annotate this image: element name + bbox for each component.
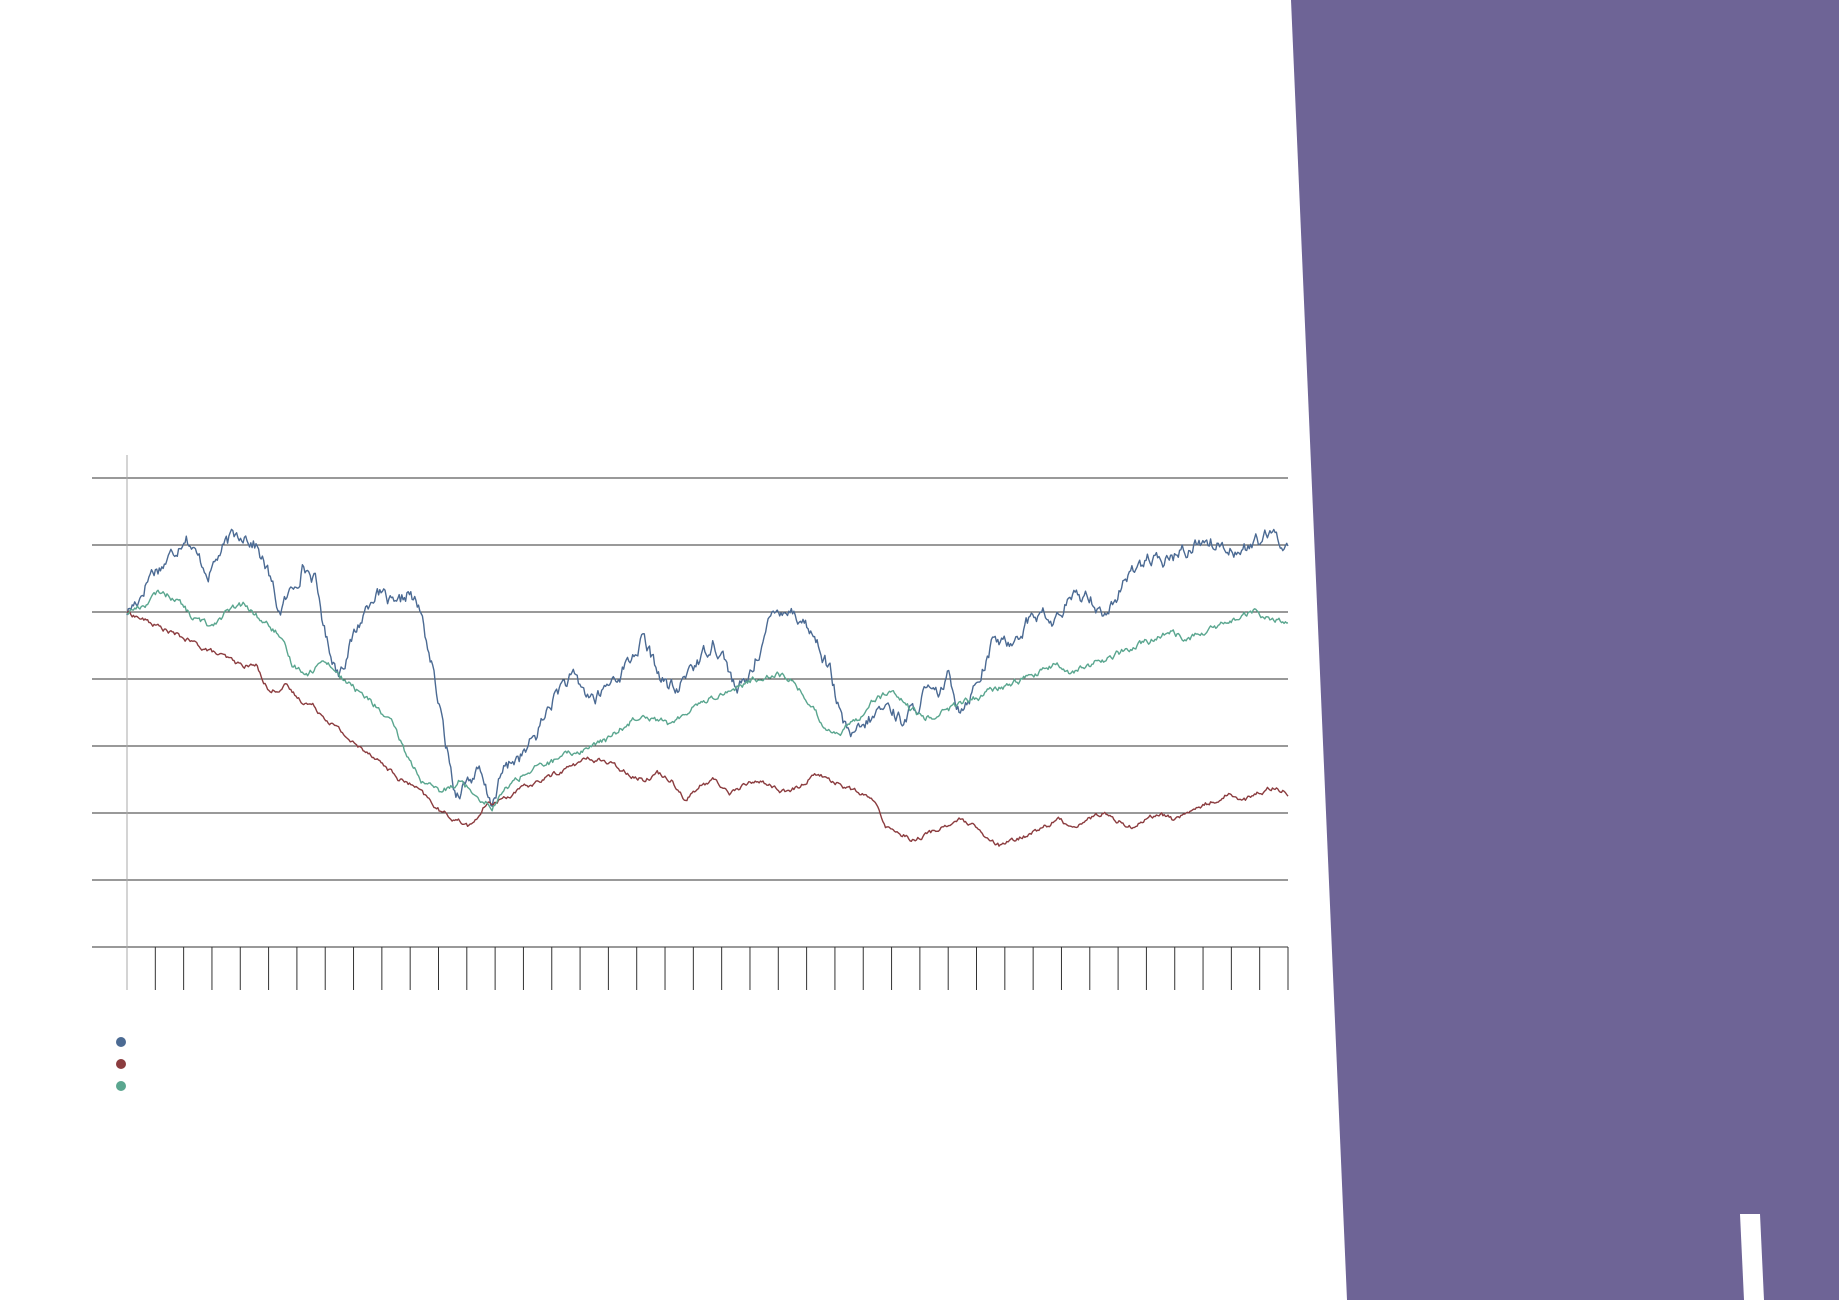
series-line-2 xyxy=(126,610,1289,847)
legend-item-3 xyxy=(116,1078,134,1094)
legend-dot xyxy=(116,1081,126,1091)
legend-item-2 xyxy=(116,1056,134,1072)
legend-dot xyxy=(116,1059,126,1069)
gridlines xyxy=(92,477,1288,948)
data-series xyxy=(126,528,1289,847)
legend xyxy=(116,1034,134,1094)
side-panel-shape xyxy=(1291,0,1839,1300)
series-line-3 xyxy=(126,589,1289,812)
line-chart xyxy=(92,455,1289,990)
x-axis-ticks xyxy=(126,947,1289,990)
legend-item-1 xyxy=(116,1034,134,1050)
accent-bar xyxy=(1740,1214,1764,1300)
legend-dot xyxy=(116,1037,126,1047)
series-line-1 xyxy=(126,528,1289,807)
